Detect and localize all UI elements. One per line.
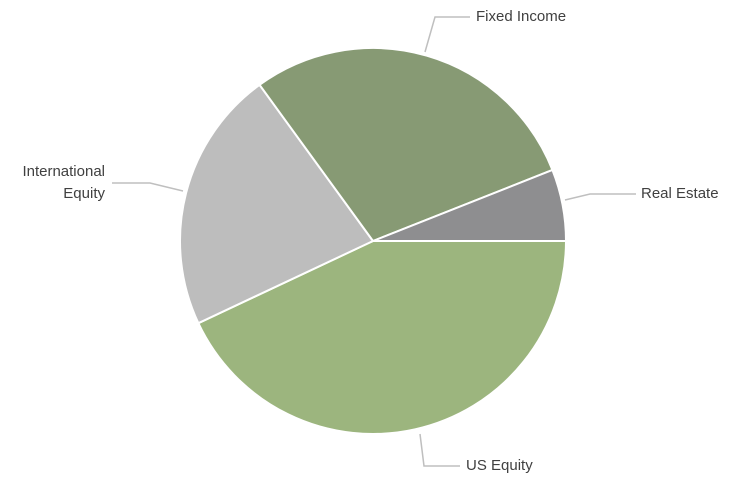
leader-line: [419, 433, 460, 467]
pie-slice: [197, 240, 568, 435]
pie-slice: [179, 83, 375, 325]
slice-label: Real Estate: [641, 185, 719, 202]
slice-label: International Equity: [22, 163, 105, 202]
slice-label: US Equity: [466, 457, 533, 474]
leader-line: [424, 16, 470, 53]
leader-line: [112, 182, 184, 192]
leader-line: [564, 193, 636, 201]
pie-slice: [258, 47, 554, 243]
pie-slice: [372, 168, 568, 242]
slice-label: Fixed Income: [476, 8, 567, 25]
